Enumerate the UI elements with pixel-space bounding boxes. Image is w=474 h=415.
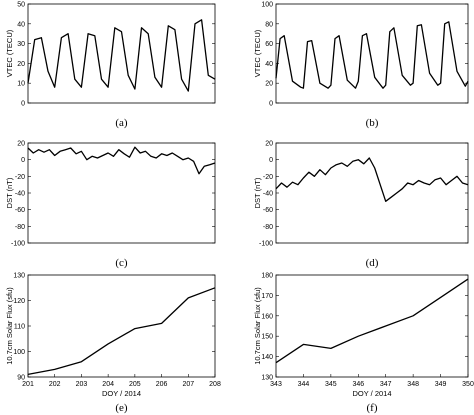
x-tick-label: 347 bbox=[380, 381, 392, 388]
y-tick-label: 100 bbox=[13, 349, 25, 356]
y-tick-label: -100 bbox=[259, 241, 273, 248]
x-tick-label: 207 bbox=[182, 381, 194, 388]
panel-d: 20 0 -20 -40 -60 -80 -100 DST (nT) (d) bbox=[253, 141, 469, 269]
y-tick-label: 150 bbox=[261, 334, 273, 341]
x-tick-label: 349 bbox=[435, 381, 447, 388]
panel-c: 20 0 -20 -40 -60 -80 -100 DST (nT) (c) bbox=[5, 141, 216, 269]
y-axis-label: 10.7cm Solar Flux (sfu) bbox=[253, 287, 262, 365]
plot-frame bbox=[275, 274, 469, 378]
y-tick-label: 130 bbox=[13, 273, 25, 280]
plot-frame bbox=[275, 3, 469, 104]
y-tick-label: 20 bbox=[17, 61, 25, 68]
y-tick-label: 60 bbox=[265, 41, 273, 48]
y-axis-label: DST (nT) bbox=[253, 177, 262, 208]
panel-b: 0 20 40 60 80 100 VTEC (TECU) (b) bbox=[253, 2, 469, 129]
y-tick-label: -20 bbox=[15, 174, 25, 181]
x-tick-label: 350 bbox=[462, 381, 474, 388]
y-tick-label: 90 bbox=[17, 375, 25, 382]
x-tick-label: 206 bbox=[156, 381, 168, 388]
y-tick-label: 30 bbox=[17, 41, 25, 48]
x-tick-label: 205 bbox=[129, 381, 141, 388]
panel-caption: (d) bbox=[366, 257, 379, 269]
panel-caption: (e) bbox=[115, 402, 128, 414]
x-tick-label: 345 bbox=[325, 381, 337, 388]
y-tick-label: 40 bbox=[17, 21, 25, 28]
y-tick-label: 20 bbox=[265, 141, 273, 148]
y-tick-label: 20 bbox=[265, 81, 273, 88]
series-line bbox=[275, 21, 469, 89]
x-axis-label: DOY / 2014 bbox=[352, 389, 391, 398]
series-line bbox=[275, 278, 469, 364]
panel-caption: (a) bbox=[115, 117, 128, 129]
x-tick-label: 346 bbox=[352, 381, 364, 388]
panel-caption: (f) bbox=[367, 402, 378, 414]
plot-frame bbox=[27, 3, 216, 104]
x-axis-label: DOY / 2014 bbox=[102, 389, 141, 398]
y-axis-label: 10.7cm Solar Flux (sfu) bbox=[5, 287, 14, 365]
x-tick-label: 204 bbox=[102, 381, 114, 388]
y-tick-label: 170 bbox=[261, 293, 273, 300]
y-tick-label: -40 bbox=[15, 191, 25, 198]
series-line bbox=[27, 19, 216, 92]
y-tick-label: 110 bbox=[14, 324, 25, 331]
y-tick-label: 0 bbox=[21, 157, 25, 164]
y-tick-label: -60 bbox=[263, 207, 273, 214]
y-tick-label: -80 bbox=[15, 224, 25, 231]
y-tick-label: 0 bbox=[21, 101, 25, 108]
x-tick-label: 343 bbox=[270, 381, 282, 388]
y-tick-label: 80 bbox=[265, 21, 273, 28]
y-axis-label: DST (nT) bbox=[5, 177, 14, 208]
y-tick-label: 40 bbox=[265, 61, 273, 68]
y-tick-label: 180 bbox=[261, 273, 273, 280]
x-tick-label: 201 bbox=[22, 381, 34, 388]
series-line bbox=[27, 146, 216, 175]
series-line bbox=[27, 287, 216, 376]
x-tick-label: 208 bbox=[209, 381, 221, 388]
y-tick-label: 140 bbox=[261, 354, 273, 361]
y-tick-label: 0 bbox=[269, 157, 273, 164]
y-tick-label: 20 bbox=[17, 141, 25, 148]
panel-f: 130 140 150 160 170 180 343 344 345 346 347 348 349 3… bbox=[253, 273, 474, 415]
panel-e: 90 100 110 120 130 201 202 203 204 205 206 207 208 10… bbox=[5, 273, 221, 415]
x-tick-label: 344 bbox=[298, 381, 310, 388]
y-tick-label: -20 bbox=[263, 174, 273, 181]
y-tick-label: 100 bbox=[261, 2, 273, 9]
y-tick-label: -100 bbox=[11, 241, 25, 248]
y-axis-label: VTEC (TECU) bbox=[253, 29, 262, 77]
y-tick-label: -60 bbox=[15, 207, 25, 214]
x-tick-label: 203 bbox=[76, 381, 88, 388]
y-tick-label: 130 bbox=[261, 375, 273, 382]
y-axis-label: VTEC (TECU) bbox=[5, 29, 14, 77]
y-tick-label: 160 bbox=[261, 313, 273, 320]
series-line bbox=[275, 157, 469, 202]
y-tick-label: 0 bbox=[269, 101, 273, 108]
panel-caption: (b) bbox=[366, 117, 379, 129]
panel-caption: (c) bbox=[115, 257, 128, 269]
y-tick-label: -80 bbox=[263, 224, 273, 231]
plot-frame bbox=[27, 274, 216, 378]
y-tick-label: 120 bbox=[13, 298, 25, 305]
panel-a: 0 10 20 30 40 50 VTEC (TECU) (a) bbox=[5, 2, 216, 129]
y-tick-label: -40 bbox=[263, 191, 273, 198]
y-tick-label: 10 bbox=[17, 81, 25, 88]
y-tick-label: 50 bbox=[17, 2, 25, 9]
x-tick-label: 202 bbox=[49, 381, 61, 388]
plot-frame bbox=[275, 142, 469, 244]
x-tick-label: 348 bbox=[407, 381, 419, 388]
